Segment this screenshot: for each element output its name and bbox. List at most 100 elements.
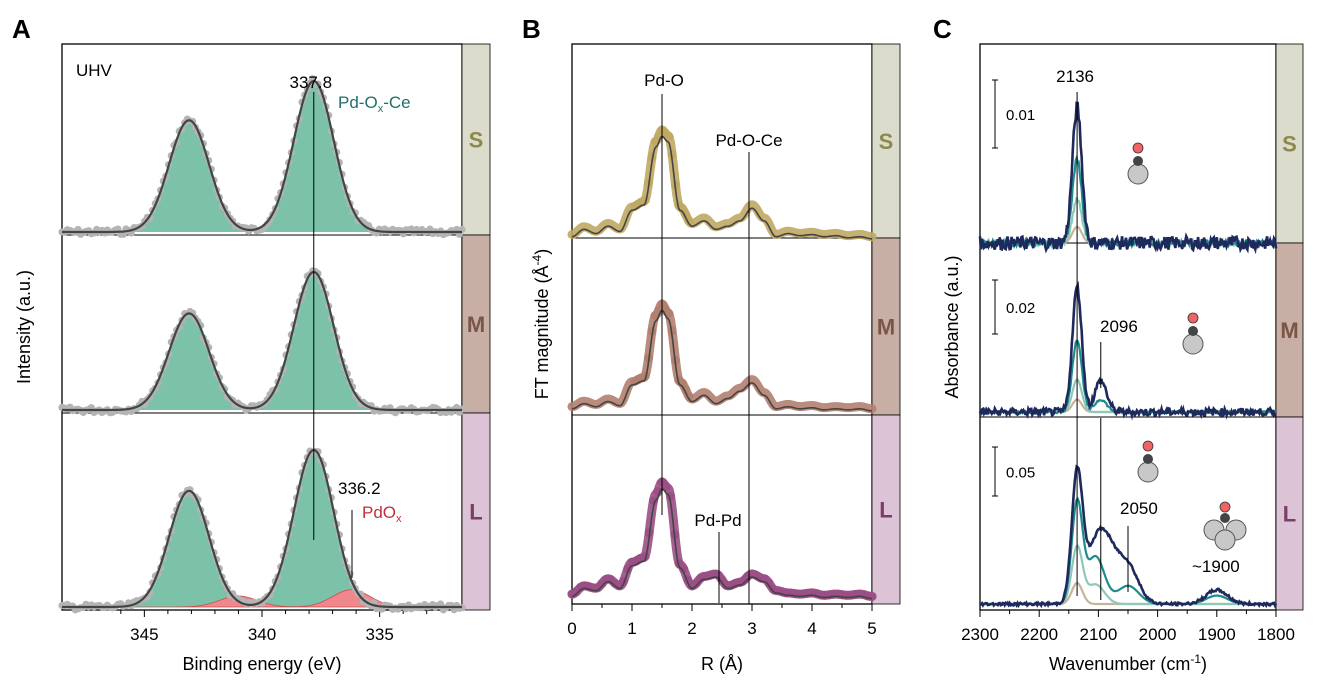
data-point — [678, 564, 688, 574]
series-B-M — [567, 299, 877, 414]
row-band-S — [1275, 43, 1304, 244]
peak-label-337.8: 337.8 — [289, 73, 332, 92]
x-axis-label: Wavenumber (cm-1) — [1049, 652, 1207, 674]
series-B-L — [567, 477, 877, 601]
panel-label-A: A — [12, 14, 31, 44]
pd-atom — [1137, 461, 1159, 483]
label-part: Pd-O — [338, 93, 378, 112]
peak-fill — [62, 272, 462, 410]
pd-atom — [1127, 163, 1149, 185]
row-band-L — [871, 414, 901, 605]
data-point — [664, 131, 674, 141]
panel-label-C: C — [933, 14, 952, 44]
label-pd-o-ce: Pd-O-Ce — [715, 131, 782, 150]
row-band-M — [871, 237, 901, 416]
fit-line — [571, 135, 873, 240]
label-pd-ox-ce: Pd-Ox-Ce — [338, 93, 411, 115]
c-atom — [1220, 513, 1230, 523]
row-band-M — [461, 234, 491, 414]
scale-bar-label: 0.05 — [1006, 465, 1035, 482]
row-letter-L: L — [879, 498, 892, 523]
x-tick-label: 1900 — [1198, 625, 1236, 644]
x-tick-label: 1 — [627, 619, 636, 638]
peak-label-1900: ~1900 — [1192, 557, 1240, 576]
x-tick-label: 4 — [807, 619, 816, 638]
ir-trace — [979, 339, 1277, 416]
y-axis-label: Absorbance (a.u.) — [942, 255, 962, 398]
ir-trace — [980, 378, 1276, 414]
x-tick-label: 2000 — [1139, 625, 1177, 644]
co-linear-icon — [1127, 142, 1149, 185]
row-letter-S: S — [1282, 132, 1297, 157]
fit-line — [571, 487, 873, 600]
x-tick-label: 2200 — [1020, 625, 1058, 644]
o-atom — [1132, 142, 1144, 154]
label-sup: -4 — [530, 254, 544, 265]
series-C-S — [978, 101, 1278, 255]
c-atom — [1143, 454, 1153, 464]
x-tick-label: 345 — [130, 625, 158, 644]
row-letter-M: M — [1280, 318, 1298, 343]
fit-line — [62, 79, 462, 234]
peak-fill — [62, 450, 462, 607]
o-atom — [1142, 440, 1154, 452]
row-band-S — [871, 43, 901, 239]
peak-label-2096: 2096 — [1100, 317, 1138, 336]
row-band-L — [461, 412, 491, 611]
peak-fill — [62, 81, 462, 232]
series-A-S — [58, 75, 466, 239]
c-atom — [1133, 156, 1143, 166]
y-axis-label: FT magnitude (Å-4) — [530, 249, 552, 399]
data-point — [647, 326, 657, 336]
fit-line — [571, 309, 873, 412]
y-axis-label: Intensity (a.u.) — [14, 270, 34, 384]
panel-label-B: B — [522, 14, 541, 44]
label-part: ) — [532, 249, 552, 255]
label-pdox: PdOx — [362, 503, 402, 525]
ir-trace — [978, 101, 1278, 255]
x-tick-label: 1800 — [1257, 625, 1295, 644]
row-letter-M: M — [877, 315, 895, 340]
label-pd-o: Pd-O — [644, 71, 684, 90]
x-tick-label: 340 — [248, 625, 276, 644]
scale-bar-label: 0.01 — [1006, 107, 1035, 124]
label-part: Wavenumber (cm — [1049, 654, 1190, 674]
row-letter-S: S — [469, 128, 484, 153]
x-tick-label: 2 — [687, 619, 696, 638]
x-tick-label: 335 — [365, 625, 393, 644]
co-hollow-icon — [1203, 501, 1247, 551]
peak-label-2050: 2050 — [1120, 499, 1158, 518]
row-band-L — [1275, 416, 1304, 611]
co-linear-icon — [1137, 440, 1159, 483]
inner-label: UHV — [76, 61, 113, 80]
row-letter-L: L — [1283, 502, 1296, 527]
o-atom — [1219, 501, 1231, 513]
pd-atom — [1182, 333, 1204, 355]
series-A-M — [58, 267, 466, 417]
series-C-M — [978, 280, 1277, 421]
co-linear-icon — [1182, 312, 1204, 355]
fit-line — [62, 448, 462, 609]
x-axis-label: R (Å) — [701, 654, 743, 674]
label-part: FT magnitude (Å — [532, 265, 552, 399]
data-point — [664, 308, 674, 318]
data-point — [647, 152, 657, 162]
label-part: -Ce — [383, 93, 410, 112]
x-axis-label: Binding energy (eV) — [182, 654, 341, 674]
label-sub: x — [396, 513, 402, 525]
o-atom — [1187, 312, 1199, 324]
row-letter-S: S — [879, 129, 894, 154]
label-sup: -1 — [1190, 652, 1201, 666]
series-B-S — [567, 125, 877, 242]
fit-line — [62, 270, 462, 412]
x-tick-label: 0 — [567, 619, 576, 638]
ir-trace — [978, 280, 1277, 421]
series-A-L — [58, 447, 466, 614]
scale-bar-label: 0.02 — [1006, 300, 1035, 317]
x-tick-label: 2300 — [961, 625, 999, 644]
x-tick-label: 2100 — [1079, 625, 1117, 644]
peak-label-2136: 2136 — [1056, 67, 1094, 86]
c-atom — [1188, 326, 1198, 336]
row-letter-M: M — [467, 312, 485, 337]
